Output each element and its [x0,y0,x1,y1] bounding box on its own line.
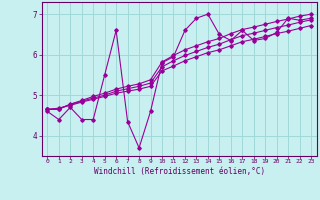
X-axis label: Windchill (Refroidissement éolien,°C): Windchill (Refroidissement éolien,°C) [94,167,265,176]
